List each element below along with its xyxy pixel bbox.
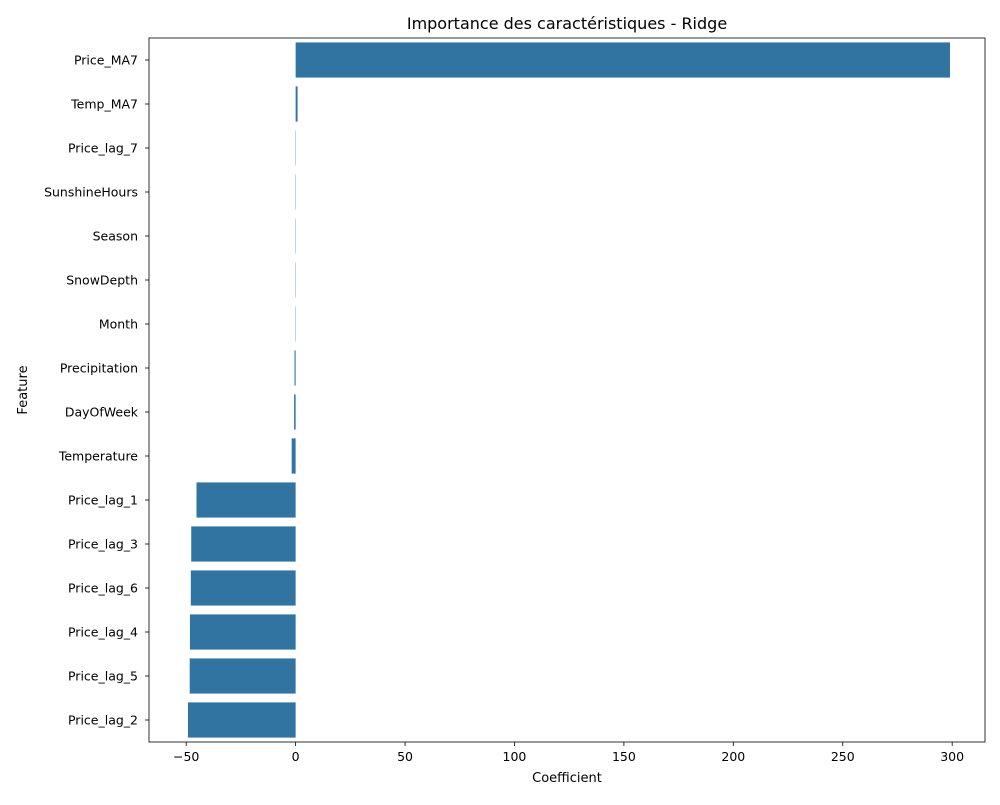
x-tick-label: 50: [397, 749, 413, 764]
bar-temp-ma7: [296, 86, 298, 121]
y-tick-label: SnowDepth: [66, 273, 138, 288]
bar-precipitation: [295, 350, 296, 385]
bars-group: [188, 42, 950, 737]
bar-dayofweek: [294, 394, 296, 429]
y-tick-label: Temperature: [58, 449, 138, 464]
y-tick-label: Price_MA7: [74, 53, 138, 68]
x-axis-ticks: −50 0 50 100 150 200 250 300: [173, 742, 964, 764]
bar-price-lag-5: [190, 658, 296, 693]
x-tick-label: 150: [612, 749, 636, 764]
bar-price-lag-2: [188, 702, 296, 737]
y-tick-label: Price_lag_1: [68, 493, 138, 508]
y-tick-label: Price_lag_6: [68, 581, 138, 596]
y-tick-label: Price_lag_5: [68, 669, 138, 684]
y-tick-label: Month: [99, 317, 138, 332]
bar-price-lag-1: [196, 482, 295, 517]
x-tick-label: 0: [292, 749, 300, 764]
y-tick-label: Temp_MA7: [70, 97, 138, 112]
bar-price-lag-3: [191, 526, 295, 561]
y-tick-label: Price_lag_7: [68, 141, 138, 156]
y-axis-ticks: Price_MA7 Temp_MA7 Price_lag_7 SunshineHour…: [44, 53, 149, 728]
bar-price-ma7: [296, 42, 950, 77]
x-tick-label: −50: [173, 749, 199, 764]
x-tick-label: 100: [503, 749, 527, 764]
y-axis-label: Feature: [16, 365, 31, 414]
bar-temperature: [292, 438, 296, 473]
y-tick-label: Precipitation: [60, 361, 138, 376]
x-tick-label: 250: [831, 749, 855, 764]
y-tick-label: DayOfWeek: [65, 405, 139, 420]
x-tick-label: 300: [940, 749, 964, 764]
y-tick-label: SunshineHours: [44, 185, 138, 200]
bar-price-lag-6: [191, 570, 296, 605]
chart-title: Importance des caractéristiques - Ridge: [407, 14, 727, 33]
y-tick-label: Season: [93, 229, 138, 244]
x-tick-label: 200: [721, 749, 745, 764]
x-axis-label: Coefficient: [532, 771, 602, 786]
bar-price-lag-4: [190, 614, 296, 649]
y-tick-label: Price_lag_4: [68, 625, 138, 640]
y-tick-label: Price_lag_3: [68, 537, 138, 552]
y-tick-label: Price_lag_2: [68, 713, 138, 728]
